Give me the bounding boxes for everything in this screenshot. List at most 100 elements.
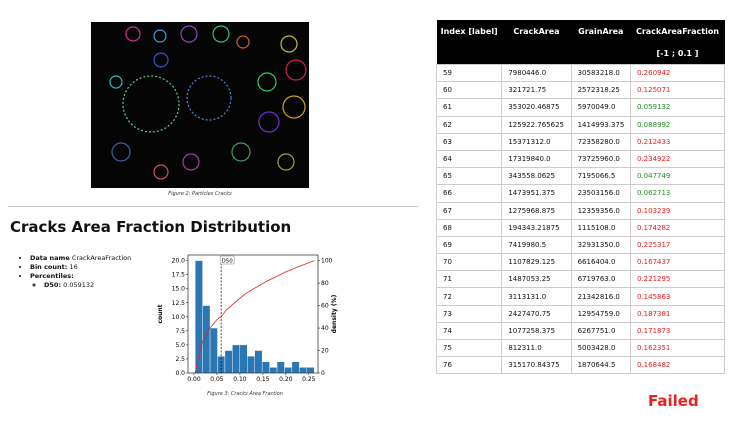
summary-item: D50: 0.059132 (44, 281, 131, 289)
table-cell: 23503156.0 (570, 184, 631, 203)
table-row: 64 17319840.0 73725960.0 0.234922 (435, 149, 726, 169)
table-cell: 32931350.0 (570, 235, 631, 255)
table-cell: 343558.0625 (501, 167, 572, 186)
bar (209, 327, 218, 374)
table-row: 71 1487053.25 6719763.0 0.221295 (435, 270, 726, 289)
table-cell: 1077258.375 (501, 321, 572, 341)
table-cell: 61 (435, 98, 503, 117)
table-cell: 17319840.0 (501, 149, 572, 169)
column-header: Index [label] (436, 20, 502, 42)
table-cell: 76 (435, 356, 503, 375)
table-cell: 0.234922 (629, 149, 726, 169)
table-cell: 30583218.0 (570, 63, 631, 83)
x-tick-label: 0.25 (302, 376, 316, 383)
summary-item: Percentiles: D50: 0.059132 (30, 272, 131, 289)
table-cell: 5970049.0 (570, 98, 631, 117)
table-row: 72 3113131.0 21342816.0 0.145863 (435, 287, 726, 306)
table-cell: 1115108.0 (570, 218, 631, 237)
results-table: Index [label] CrackArea GrainArea CrackArea… (435, 20, 726, 375)
x-tick-label: 0.20 (279, 376, 293, 383)
y2-tick-label: 100 (321, 258, 333, 265)
table-row: 59 7980446.0 30583218.0 0.260942 (435, 63, 726, 83)
table-cell: 7195066.5 (570, 167, 631, 186)
y-tick-label: 10.0 (172, 314, 186, 321)
table-cell: 7419980.5 (501, 235, 572, 255)
table-cell: 0.145863 (629, 287, 726, 306)
table-row: 66 1473951.375 23503156.0 0.062713 (435, 184, 726, 203)
y2-tick-label: 40 (321, 325, 329, 332)
y-tick-label: 0.0 (175, 370, 185, 377)
summary-item: Bin count: 16 (30, 263, 131, 271)
table-cell: 73725960.0 (570, 149, 631, 169)
bar (239, 344, 248, 374)
table-cell: 68 (435, 218, 503, 237)
bar (232, 344, 241, 374)
table-row: 61 353020.46875 5970049.0 0.059132 (435, 98, 726, 117)
bar (306, 367, 315, 374)
table-cell: 0.168482 (629, 356, 726, 375)
table-cell: 65 (435, 167, 503, 186)
table-cell: 75 (435, 338, 503, 358)
table-row: 74 1077258.375 6267751.0 0.171873 (435, 321, 726, 341)
table-cell: 0.187381 (629, 304, 726, 323)
label: D50: (44, 281, 62, 289)
table-cell: 0.162351 (629, 338, 726, 358)
table-cell: 15371312.0 (501, 132, 572, 151)
bar (224, 350, 233, 374)
y-tick-label: 2.5 (175, 356, 185, 363)
table-cell: 0.260942 (629, 63, 726, 83)
y2-tick-label: 20 (321, 348, 329, 355)
figure-caption: Figure 3: Cracks Area Fraction (207, 391, 283, 397)
divider (8, 206, 418, 207)
table-cell: 7980446.0 (501, 63, 572, 83)
x-tick-label: 0.10 (233, 376, 247, 383)
table-cell: 73 (435, 304, 503, 323)
bar (291, 361, 300, 374)
y2-axis-label: density (%) (331, 294, 338, 333)
figure-caption: Figure 2: Particles Cracks (168, 191, 232, 197)
label: Percentiles: (30, 272, 74, 280)
table-cell: 315170.84375 (501, 356, 572, 375)
table-cell: 812311.0 (501, 338, 572, 358)
column-header: CrackAreaFraction (630, 20, 725, 42)
plot-frame (187, 254, 319, 374)
table-row: 76 315170.84375 1870644.5 0.168482 (435, 356, 726, 375)
y-tick-label: 17.5 (172, 272, 186, 279)
bar (299, 367, 307, 374)
table-cell: 72358280.0 (570, 132, 631, 151)
y2-tick-label: 80 (321, 280, 329, 287)
table-row: 62 125922.765625 1414993.375 0.088992 (435, 115, 726, 134)
summary-item: Data name CrackAreaFraction (30, 254, 131, 262)
value: 0.059132 (63, 281, 95, 289)
table-cell: 2427470.75 (501, 304, 572, 323)
table-cell: 71 (435, 270, 503, 289)
column-header: CrackArea (501, 20, 572, 42)
column-header: GrainArea (571, 20, 631, 42)
table-cell: 64 (435, 149, 503, 169)
y-tick-label: 15.0 (172, 286, 186, 293)
table-cell: 12954759.0 (570, 304, 631, 323)
y-axis-label: count (157, 304, 164, 323)
bar (254, 350, 263, 374)
status-label: Failed (648, 392, 699, 410)
table-cell: 6267751.0 (570, 321, 631, 341)
table-cell: 0.047749 (629, 167, 726, 186)
table-cell: 6616404.0 (570, 253, 631, 272)
bar (269, 367, 278, 374)
table-cell: 0.174282 (629, 218, 726, 237)
table-cell: 59 (435, 63, 503, 83)
density-line (194, 260, 315, 374)
table-cell: 0.103239 (629, 201, 726, 220)
table-cell: 0.059132 (629, 98, 726, 117)
table-cell: 3113131.0 (501, 287, 572, 306)
table-cell: 66 (435, 184, 503, 203)
table-cell: 0.088992 (629, 115, 726, 134)
table-cell: 21342816.0 (570, 287, 631, 306)
table-cell: 321721.75 (501, 81, 572, 100)
histogram-chart: D50 0.00 0.05 0.10 0.15 0.20 0.25 0.0 2.5 5.0 7.5 1… (157, 254, 338, 383)
section-heading: Cracks Area Fraction Distribution (10, 218, 292, 236)
table-cell: 63 (435, 132, 503, 151)
summary-list: Data name CrackAreaFraction Bin count: 1… (20, 253, 131, 290)
y-tick-label: 20.0 (172, 258, 186, 265)
table-cell: 74 (435, 321, 503, 341)
